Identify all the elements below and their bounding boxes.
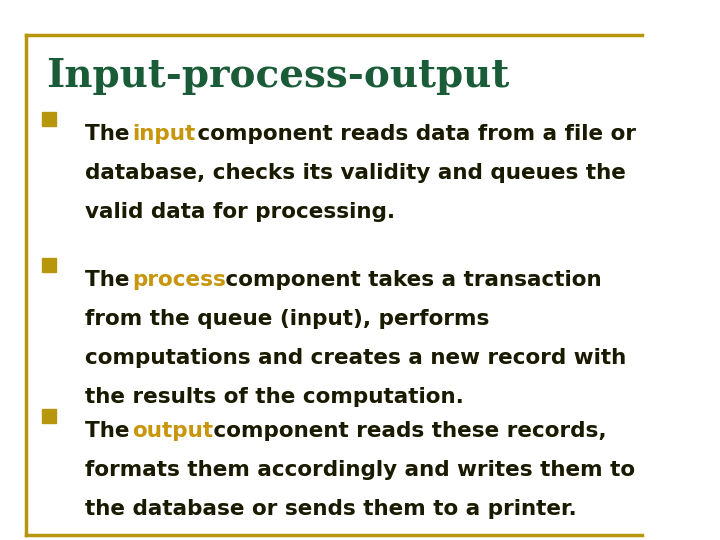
- Text: input: input: [132, 124, 196, 144]
- Text: process: process: [132, 270, 226, 290]
- Text: formats them accordingly and writes them to: formats them accordingly and writes them…: [85, 460, 635, 480]
- Text: output: output: [132, 421, 214, 441]
- Text: the results of the computation.: the results of the computation.: [85, 387, 464, 407]
- Text: from the queue (input), performs: from the queue (input), performs: [85, 309, 490, 329]
- Text: computations and creates a new record with: computations and creates a new record wi…: [85, 348, 626, 368]
- Text: The: The: [85, 124, 138, 144]
- Text: valid data for processing.: valid data for processing.: [85, 202, 395, 222]
- Text: database, checks its validity and queues the: database, checks its validity and queues…: [85, 163, 626, 183]
- Text: The: The: [85, 270, 138, 290]
- Text: Input-process-output: Input-process-output: [46, 57, 509, 94]
- Text: The: The: [85, 421, 138, 441]
- Text: the database or sends them to a printer.: the database or sends them to a printer.: [85, 499, 577, 519]
- Text: component takes a transaction: component takes a transaction: [218, 270, 602, 290]
- Text: component reads data from a file or: component reads data from a file or: [190, 124, 636, 144]
- Text: component reads these records,: component reads these records,: [207, 421, 607, 441]
